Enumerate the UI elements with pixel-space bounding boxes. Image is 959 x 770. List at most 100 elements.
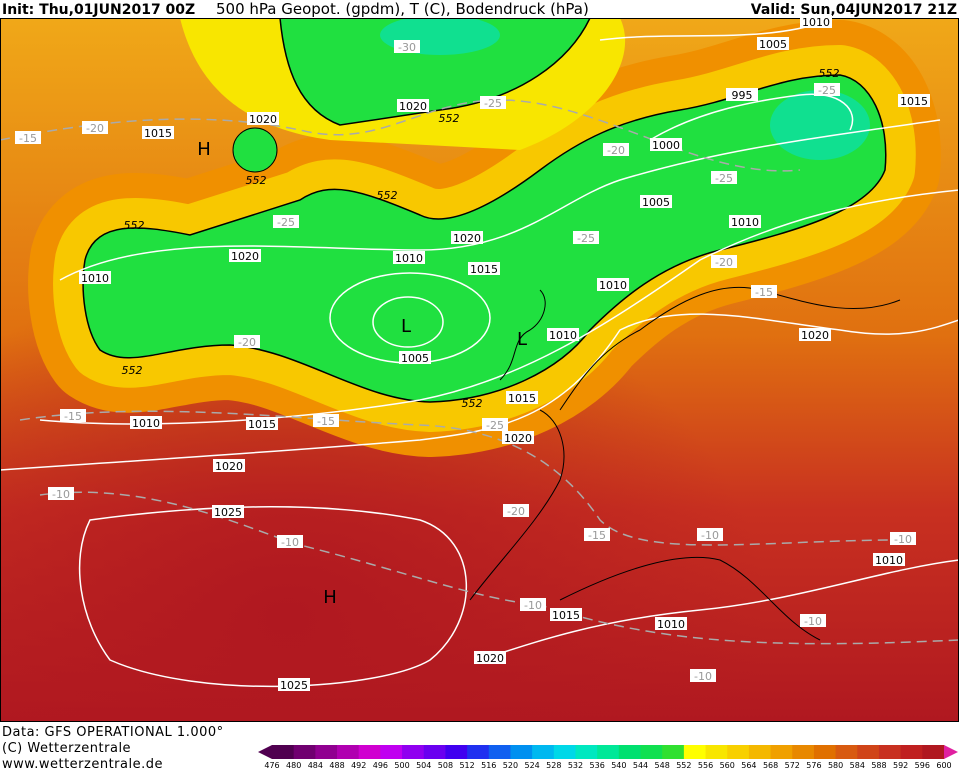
colorbar-label: 500 (394, 761, 409, 770)
pressure-center: L (401, 316, 411, 337)
colorbar-label: 536 (590, 761, 605, 770)
pressure-label-box (246, 417, 278, 430)
colorbar-label: 560 (720, 761, 735, 770)
colorbar-label: 520 (503, 761, 518, 770)
pressure-label: 1005 (759, 38, 787, 51)
pressure-label-box (212, 505, 244, 518)
height-label: 552 (462, 397, 483, 410)
colorbar-segment (727, 745, 750, 759)
colorbar-segment (293, 745, 316, 759)
pressure-label-box (278, 678, 310, 691)
temperature-label: -10 (281, 536, 299, 549)
colorbar-segment (575, 745, 598, 759)
pressure-label-box (650, 138, 682, 151)
temperature-label: -20 (607, 144, 625, 157)
temperature-label: -15 (588, 529, 606, 542)
pressure-label-box (729, 215, 761, 228)
pressure-label: 1005 (642, 196, 670, 209)
temperature-label: -25 (715, 172, 733, 185)
pressure-label-box (550, 608, 582, 621)
colorbar-segment (813, 745, 837, 759)
colorbar-segment (900, 745, 923, 759)
colorbar-segment (878, 745, 902, 759)
colorbar-segment (835, 745, 858, 759)
temperature-label: -15 (64, 410, 82, 423)
temperature-label-box (48, 487, 74, 500)
pressure-label: 1020 (231, 250, 259, 263)
colorbar-segment (532, 745, 555, 759)
cold-core (770, 90, 870, 160)
pressure-label: 1010 (395, 252, 423, 265)
temperature-label: -10 (701, 529, 719, 542)
temperature-label: -10 (894, 533, 912, 546)
temperature-label: -25 (277, 216, 295, 229)
temperature-label-box (482, 418, 508, 431)
coastlines (469, 286, 901, 641)
pressure-label-box (474, 651, 506, 664)
temperature-label-box (697, 528, 723, 541)
temperature-label-box (711, 171, 737, 184)
pressure-label: 1020 (453, 232, 481, 245)
greenland-area (279, 18, 591, 126)
temperature-label-box (394, 40, 420, 53)
pressure-label: 1015 (248, 418, 276, 431)
colorbar-label: 596 (915, 761, 930, 770)
pressure-label: 1025 (280, 679, 308, 692)
colorbar-label: 528 (546, 761, 561, 770)
pressure-label-box (898, 94, 930, 107)
pressure-label: 1000 (652, 139, 680, 152)
pressure-label-box (726, 88, 758, 101)
pressure-center: H (323, 587, 337, 608)
pressure-label-box (451, 231, 483, 244)
pressure-label: 1025 (214, 506, 242, 519)
pressure-label-box (800, 15, 832, 28)
cutoff-area (232, 127, 278, 173)
temperature-label-box (277, 535, 303, 548)
colorbar-label: 564 (741, 761, 756, 770)
map-labels: 1015 1020 1020 1010 1005 995 1015 1000 1005 1010 1… (15, 15, 930, 692)
pressure-label-box (468, 262, 500, 275)
temperature-label-box (15, 131, 41, 144)
colorbar-segment (792, 745, 815, 759)
temperature-label-box (751, 285, 777, 298)
pressure-label-box (597, 278, 629, 291)
header-bar (0, 0, 959, 18)
colorbar-label: 512 (459, 761, 474, 770)
pressure-label-box (213, 459, 245, 472)
pressure-label: 1015 (144, 127, 172, 140)
pressure-label: 1010 (802, 16, 830, 29)
colorbar-segment (337, 745, 360, 759)
pressure-label-box (547, 328, 579, 341)
pressure-center: H (197, 139, 211, 160)
temperature-label-box (584, 528, 610, 541)
pressure-label: 1020 (504, 432, 532, 445)
height-label: 552 (819, 67, 840, 80)
temperature-label-box (503, 504, 529, 517)
colorbar-label: 492 (351, 761, 366, 770)
temperature-label-box (690, 669, 716, 682)
height-label: 552 (122, 364, 143, 377)
colorbar-segment (618, 745, 642, 759)
colorbar-segment (640, 745, 663, 759)
temperature-label-box (234, 335, 260, 348)
colorbar-label: 484 (308, 761, 323, 770)
height-label: 552 (377, 189, 398, 202)
temperature-label-box (520, 598, 546, 611)
colorbar-label: 480 (286, 761, 301, 770)
pressure-label-box (130, 416, 162, 429)
colorbar-segment (488, 745, 511, 759)
temperature-label-box (800, 614, 826, 627)
colorbar-label: 592 (893, 761, 908, 770)
pressure-label: 1020 (399, 100, 427, 113)
temperature-label-box (273, 215, 299, 228)
colorbar-end (944, 745, 958, 759)
temperature-label: -10 (52, 488, 70, 501)
colorbar-label: 508 (438, 761, 453, 770)
temperature-label: -30 (398, 41, 416, 54)
pressure-label: 1010 (81, 272, 109, 285)
temperature-label-box (711, 255, 737, 268)
colorbar-label: 568 (763, 761, 778, 770)
pressure-label: 1020 (801, 329, 829, 342)
temperature-label: -10 (804, 615, 822, 628)
